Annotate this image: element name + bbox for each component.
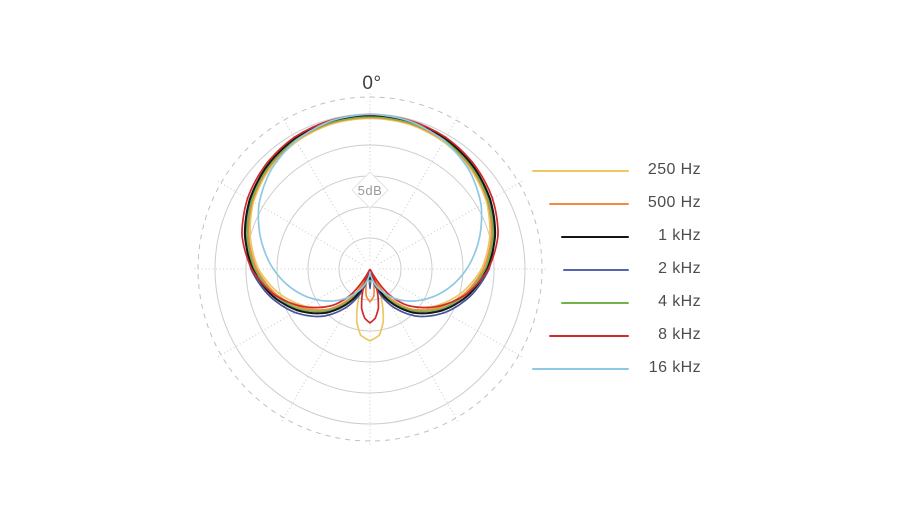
legend-line-swatch — [532, 170, 629, 172]
response-curves — [241, 113, 499, 342]
legend-line-swatch — [561, 236, 629, 238]
legend-line-swatch — [563, 269, 629, 271]
response-curve-4-khz — [246, 115, 494, 313]
legend-item-label: 1 kHz — [658, 227, 701, 244]
response-curve-16-khz — [257, 113, 483, 302]
legend-item-label: 4 kHz — [658, 293, 701, 310]
legend-item-label: 8 kHz — [658, 326, 701, 343]
grid-ring — [245, 144, 495, 394]
legend-item-label: 250 Hz — [647, 161, 701, 178]
angle-zero-label: 0° — [362, 73, 381, 94]
response-curve-1-khz — [243, 114, 497, 315]
radial-scale-label: 5dB — [358, 183, 383, 198]
legend-line-swatch — [549, 335, 629, 337]
response-curve-8-khz — [241, 113, 499, 324]
response-curve-2-khz — [245, 115, 495, 318]
response-curve-500-hz — [247, 116, 493, 311]
legend: 250 Hz 500 Hz 1 kHz 2 kHz 4 kHz 8 kHz 16… — [520, 0, 706, 511]
radial-label-mask — [351, 171, 389, 209]
legend-item-label: 500 Hz — [647, 194, 701, 211]
response-curve-250-hz — [249, 117, 491, 342]
legend-item-label: 16 kHz — [648, 359, 701, 376]
legend-line-swatch — [549, 203, 629, 205]
legend-line-swatch — [561, 302, 629, 304]
polar-labels: 5dB 0° — [351, 73, 389, 209]
legend-item-label: 2 kHz — [658, 260, 701, 277]
legend-line-swatch — [532, 368, 629, 370]
